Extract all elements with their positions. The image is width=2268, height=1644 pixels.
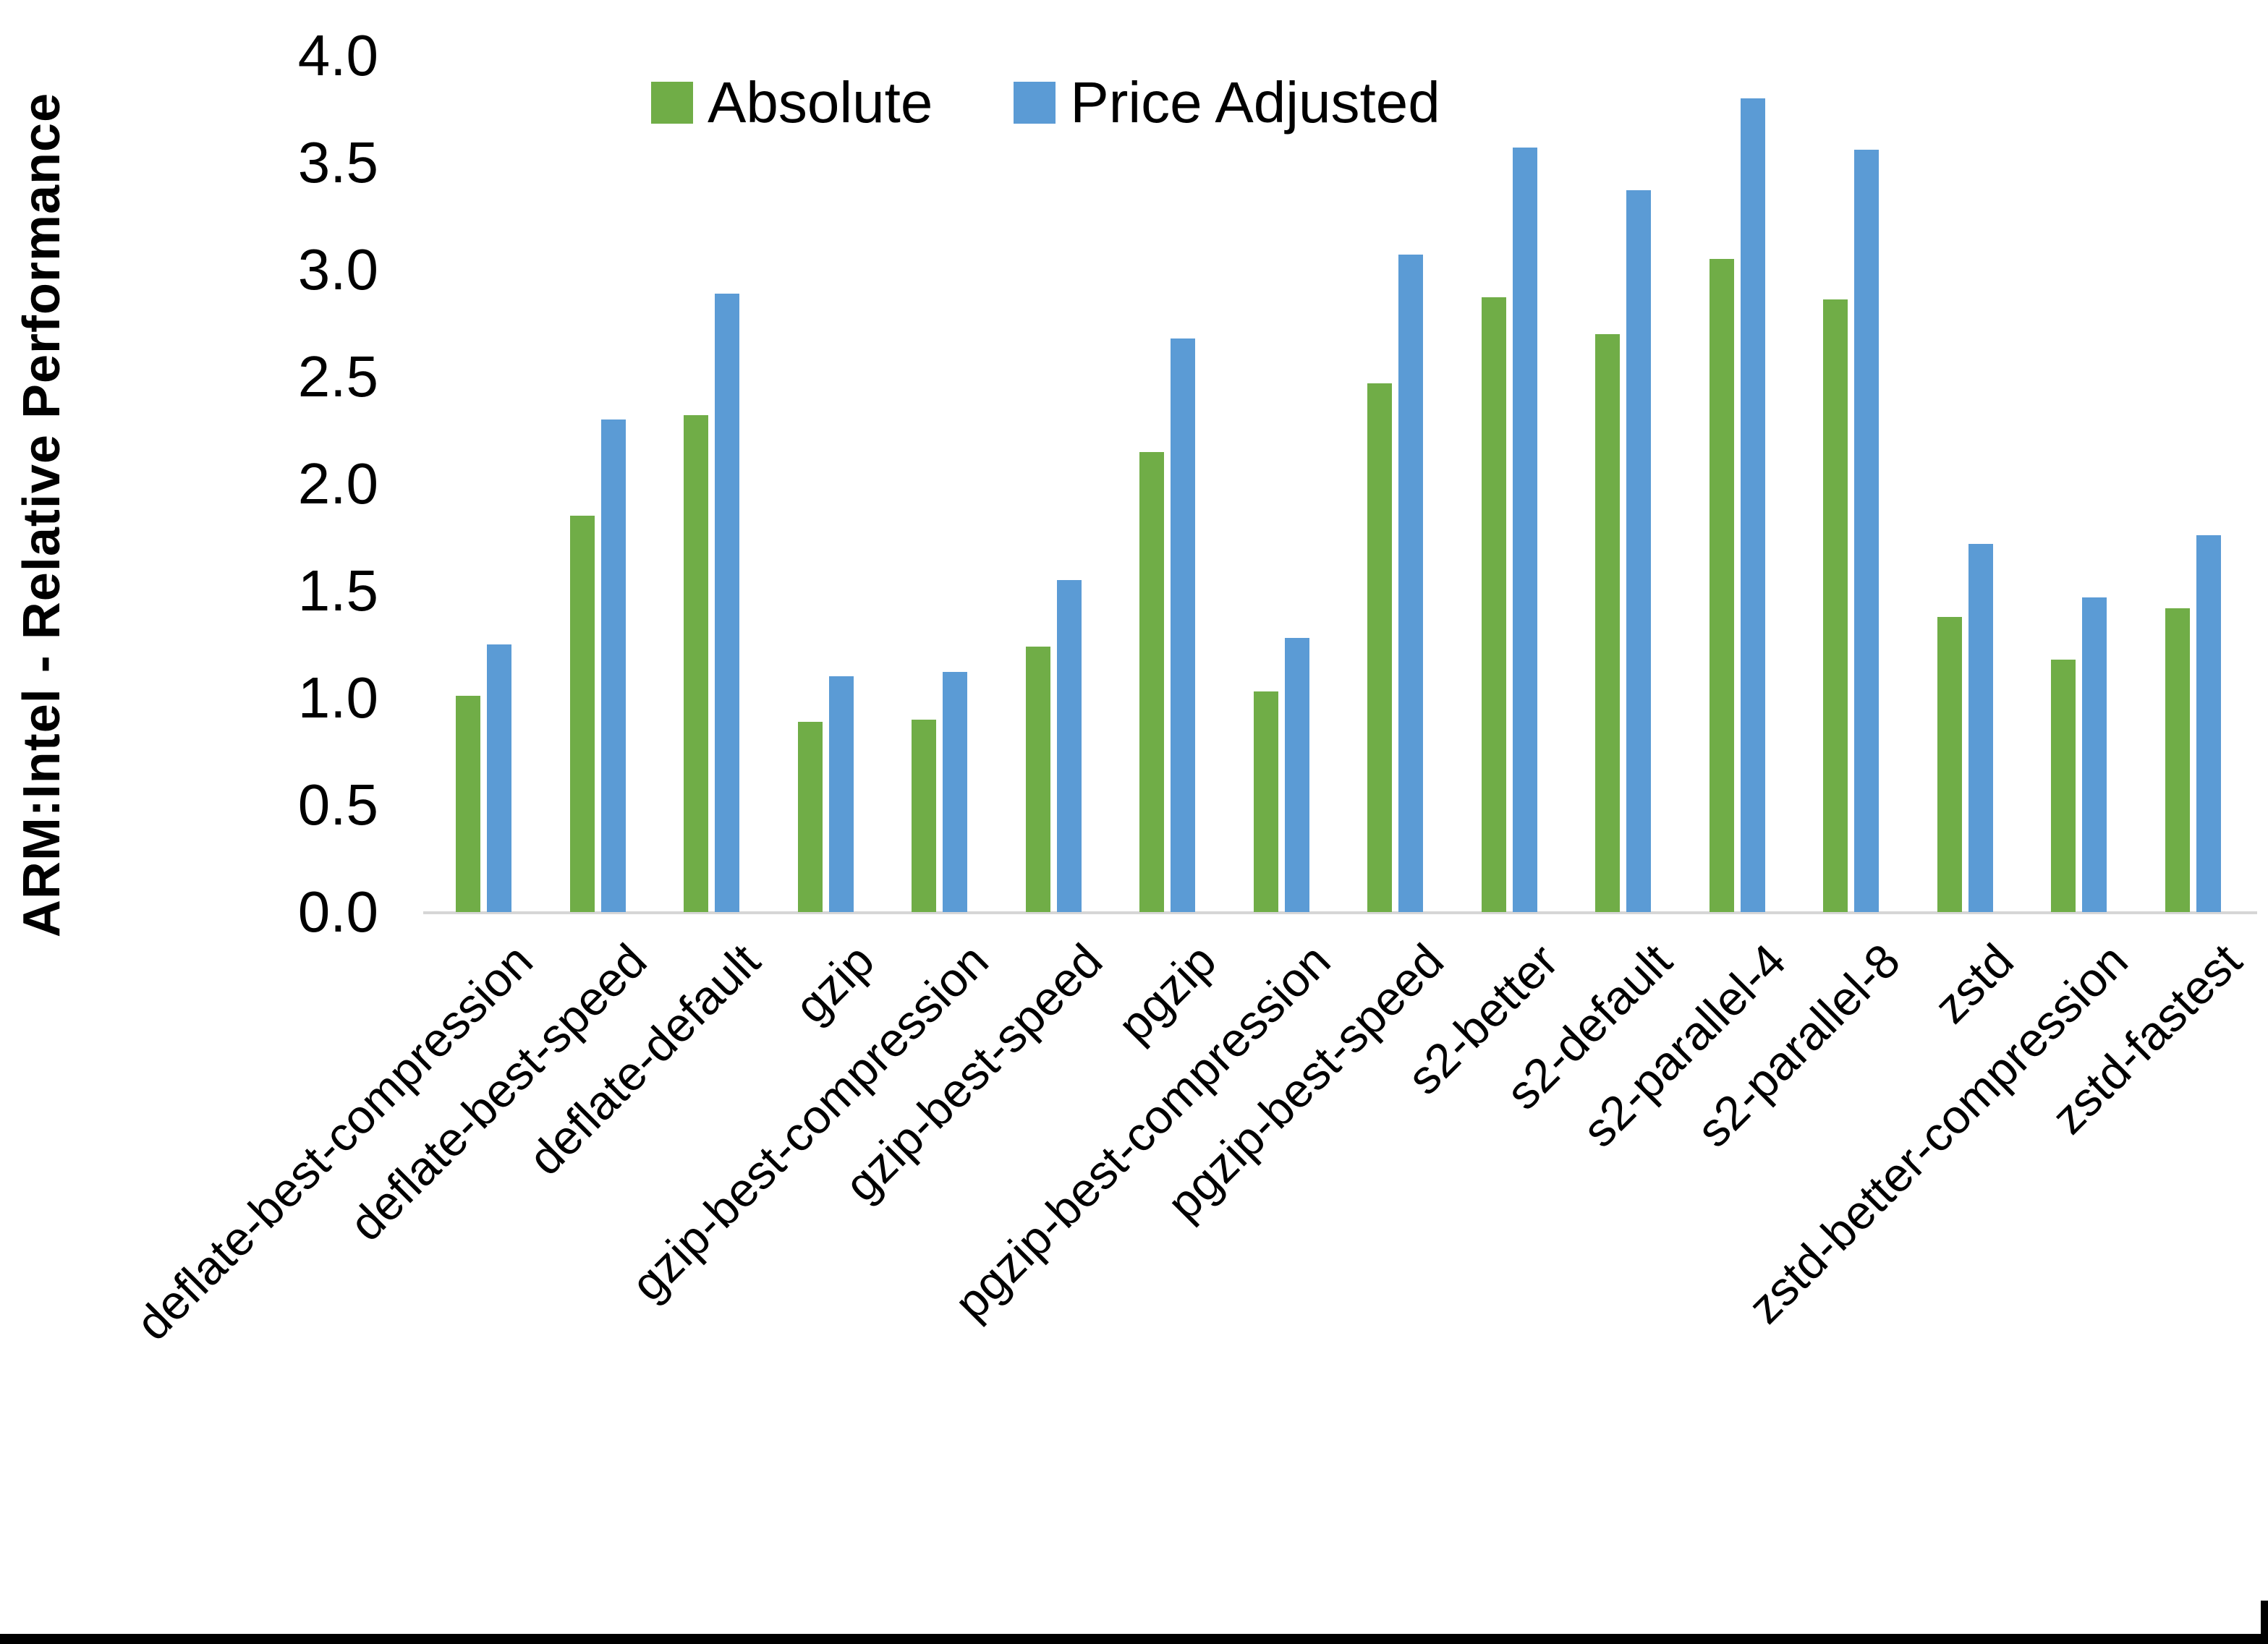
bar-absolute-s2-default — [1595, 333, 1621, 912]
legend-item-price-adjusted: Price Adjusted — [1014, 72, 1440, 133]
bar-absolute-s2-parallel-4 — [1709, 259, 1734, 912]
legend-item-absolute: Absolute — [651, 72, 933, 133]
bar-group-deflate-default — [655, 56, 769, 912]
bar-absolute-gzip-best-speed — [1025, 646, 1050, 912]
bar-absolute-pgzip-best-speed — [1367, 383, 1393, 912]
bar-group-pgzip — [1110, 56, 1225, 912]
y-tick-3.0: 3.0 — [297, 237, 378, 302]
bar-group-gzip — [769, 56, 883, 912]
bar-absolute-zstd-fastest — [2165, 608, 2190, 912]
legend: Absolute Price Adjusted — [651, 72, 1440, 133]
bar-price-adjusted-pgzip-best-compression — [1284, 638, 1309, 912]
bar-group-zstd — [1908, 56, 2023, 912]
bar-absolute-zstd — [1937, 616, 1962, 912]
bar-absolute-pgzip — [1139, 451, 1165, 912]
y-axis-title: ARM:Intel - Relative Performance — [13, 92, 71, 938]
bar-price-adjusted-s2-better — [1512, 148, 1537, 912]
legend-label: Price Adjusted — [1070, 70, 1440, 135]
plot-area — [423, 56, 2257, 914]
bar-price-adjusted-s2-parallel-4 — [1740, 98, 1765, 912]
x-label-zstd: zstd — [1924, 933, 2024, 1034]
bar-price-adjusted-gzip — [828, 676, 854, 912]
bar-group-s2-better — [1453, 56, 1567, 912]
bottom-right-border-notch — [2261, 1601, 2268, 1644]
y-tick-1.0: 1.0 — [297, 665, 378, 730]
bar-absolute-deflate-default — [684, 415, 709, 912]
y-tick-0.0: 0.0 — [297, 880, 378, 944]
legend-label: Absolute — [708, 70, 933, 135]
bar-price-adjusted-deflate-best-compression — [487, 644, 512, 912]
bottom-border-bar — [0, 1634, 2268, 1644]
bar-absolute-zstd-better-compression — [2051, 659, 2076, 912]
bar-price-adjusted-pgzip — [1171, 338, 1196, 912]
bar-price-adjusted-zstd-better-compression — [2082, 597, 2107, 912]
bar-group-s2-default — [1566, 56, 1681, 912]
bar-price-adjusted-deflate-best-speed — [600, 419, 626, 912]
bar-absolute-s2-parallel-8 — [1823, 299, 1848, 912]
bar-price-adjusted-zstd-fastest — [2196, 535, 2221, 912]
legend-swatch-icon — [651, 82, 693, 124]
bar-group-s2-parallel-8 — [1794, 56, 1908, 912]
y-tick-1.5: 1.5 — [297, 558, 378, 623]
bar-price-adjusted-s2-default — [1626, 190, 1652, 912]
bar-price-adjusted-deflate-default — [715, 293, 740, 912]
bar-group-deflate-best-speed — [541, 56, 655, 912]
bar-group-s2-parallel-4 — [1681, 56, 1795, 912]
bar-absolute-deflate-best-compression — [456, 696, 481, 912]
bar-group-gzip-best-speed — [997, 56, 1111, 912]
bar-absolute-s2-better — [1481, 297, 1506, 912]
bar-price-adjusted-gzip-best-speed — [1056, 580, 1082, 912]
bar-price-adjusted-zstd — [1968, 543, 1993, 912]
bar-group-zstd-better-compression — [2022, 56, 2136, 912]
bar-group-deflate-best-compression — [427, 56, 541, 912]
bar-price-adjusted-pgzip-best-speed — [1398, 255, 1424, 912]
legend-swatch-icon — [1014, 82, 1056, 124]
bar-absolute-deflate-best-speed — [569, 516, 595, 912]
bar-group-pgzip-best-speed — [1338, 56, 1453, 912]
y-tick-0.5: 0.5 — [297, 772, 378, 837]
x-label-gzip: gzip — [784, 933, 885, 1034]
bar-group-pgzip-best-compression — [1225, 56, 1339, 912]
y-tick-4.0: 4.0 — [297, 23, 378, 88]
bar-group-zstd-fastest — [2136, 56, 2251, 912]
bar-absolute-gzip — [797, 721, 823, 912]
x-axis-line — [423, 911, 2257, 914]
y-tick-2.0: 2.0 — [297, 451, 378, 516]
y-tick-3.5: 3.5 — [297, 130, 378, 195]
bar-absolute-pgzip-best-compression — [1253, 691, 1278, 912]
bar-absolute-gzip-best-compression — [912, 719, 937, 912]
y-tick-2.5: 2.5 — [297, 344, 378, 409]
bar-price-adjusted-s2-parallel-8 — [1854, 150, 1880, 912]
bar-price-adjusted-gzip-best-compression — [943, 672, 968, 912]
bar-group-gzip-best-compression — [883, 56, 997, 912]
